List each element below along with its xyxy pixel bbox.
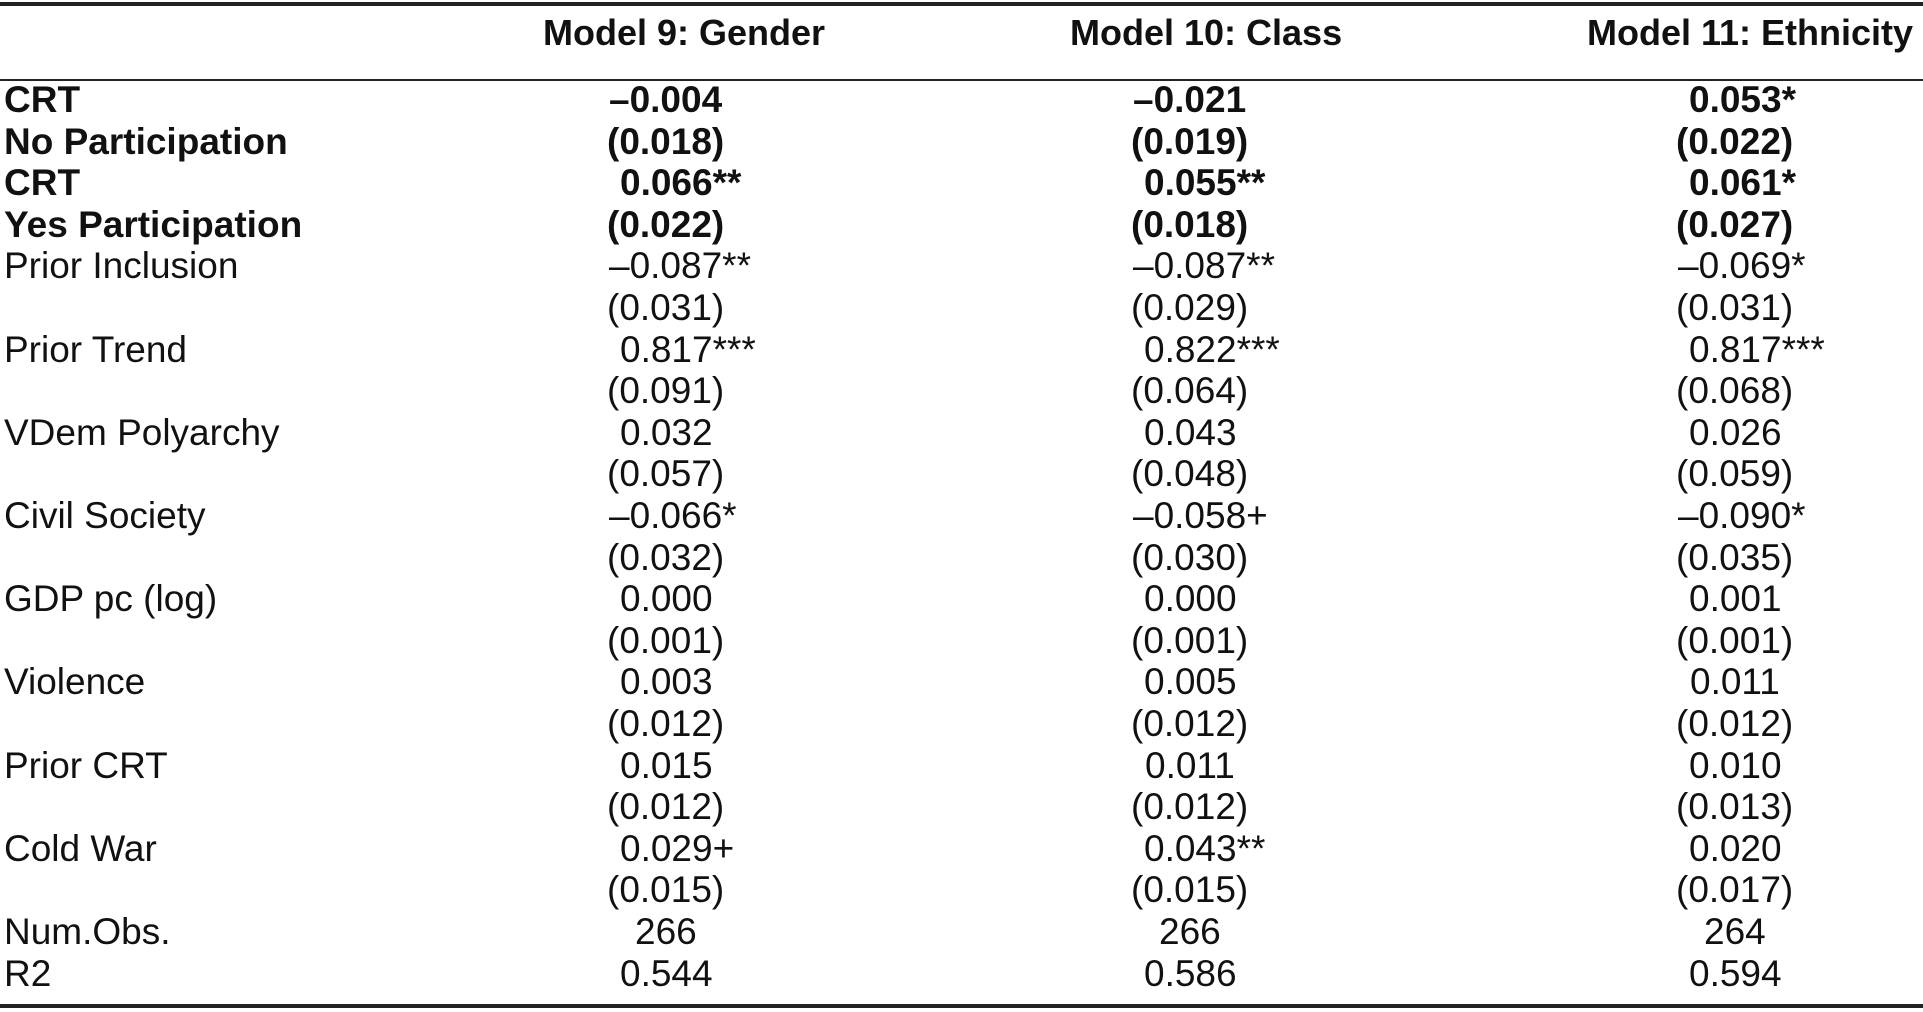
table-cell: (0.001) xyxy=(607,620,725,661)
table-cell: (0.001) xyxy=(1131,620,1249,661)
table-cell: –0.021 xyxy=(1133,79,1247,120)
table-cell: 0.817*** xyxy=(620,329,756,370)
table-cell: (0.001) xyxy=(1676,620,1794,661)
table-cell: 264 xyxy=(1704,911,1766,952)
table-cell: (0.031) xyxy=(1676,287,1794,328)
row-label: CRT xyxy=(4,162,81,203)
table-cell: (0.029) xyxy=(1131,287,1249,328)
table-cell: 266 xyxy=(1159,911,1221,952)
table-cell: (0.012) xyxy=(1131,786,1249,827)
table-cell: (0.013) xyxy=(1676,786,1794,827)
row-label: Prior Trend xyxy=(4,329,188,370)
top-rule xyxy=(0,2,1923,6)
header-model-11: Model 11: Ethnicity xyxy=(1587,12,1914,53)
table-cell: (0.012) xyxy=(1131,703,1249,744)
table-cell: 0.029+ xyxy=(620,828,735,869)
row-label: GDP pc (log) xyxy=(4,578,218,619)
row-label: Civil Society xyxy=(4,495,206,536)
table-cell: –0.087** xyxy=(1133,245,1275,286)
table-cell: (0.018) xyxy=(607,121,725,162)
table-cell: 0.544 xyxy=(620,953,713,994)
table-cell: 0.053* xyxy=(1689,79,1796,120)
table-cell: 0.000 xyxy=(620,578,713,619)
table-cell: (0.012) xyxy=(607,703,725,744)
table-cell: 0.011 xyxy=(1690,661,1780,702)
table-cell: 0.032 xyxy=(620,412,713,453)
row-label: Cold War xyxy=(4,828,157,869)
table-cell: (0.012) xyxy=(607,786,725,827)
table-cell: (0.068) xyxy=(1676,370,1794,411)
table-cell: 0.055** xyxy=(1144,162,1266,203)
table-cell: 0.822*** xyxy=(1144,329,1280,370)
table-cell: –0.066* xyxy=(609,495,737,536)
table-cell: (0.030) xyxy=(1131,537,1249,578)
table-cell: 0.020 xyxy=(1689,828,1782,869)
header-model-10: Model 10: Class xyxy=(1070,12,1343,53)
row-label: VDem Polyarchy xyxy=(4,412,280,453)
table-cell: –0.090* xyxy=(1678,495,1806,536)
table-cell: (0.019) xyxy=(1131,121,1249,162)
row-label: Yes Participation xyxy=(4,204,303,245)
table-cell: 0.043 xyxy=(1144,412,1237,453)
table-cell: 0.005 xyxy=(1144,661,1237,702)
table-cell: (0.027) xyxy=(1676,204,1794,245)
table-cell: (0.032) xyxy=(607,537,725,578)
table-cell: (0.022) xyxy=(607,204,725,245)
table-cell: (0.064) xyxy=(1131,370,1249,411)
bottom-rule xyxy=(0,1004,1923,1008)
row-label: Prior CRT xyxy=(4,745,168,786)
table-cell: –0.087** xyxy=(609,245,751,286)
table-cell: (0.091) xyxy=(607,370,725,411)
table-cell: (0.035) xyxy=(1676,537,1794,578)
table-cell: (0.015) xyxy=(1131,869,1249,910)
row-label: Prior Inclusion xyxy=(4,245,239,286)
table-cell: 0.043** xyxy=(1144,828,1266,869)
table-cell: (0.012) xyxy=(1676,703,1794,744)
table-cell: (0.048) xyxy=(1131,453,1249,494)
header-model-9: Model 9: Gender xyxy=(543,12,826,53)
table-cell: 0.015 xyxy=(620,745,713,786)
table-cell: 0.010 xyxy=(1689,745,1782,786)
row-label: CRT xyxy=(4,79,81,120)
table-cell: 0.817*** xyxy=(1689,329,1825,370)
row-label: Num.Obs. xyxy=(4,911,171,952)
table-cell: 0.000 xyxy=(1144,578,1237,619)
table-cell: 0.003 xyxy=(620,661,713,702)
table-cell: (0.059) xyxy=(1676,453,1794,494)
table-cell: 0.001 xyxy=(1689,578,1782,619)
table-cell: 266 xyxy=(635,911,697,952)
table-cell: (0.015) xyxy=(607,869,725,910)
table-cell: –0.069* xyxy=(1678,245,1806,286)
header-rule xyxy=(0,79,1923,81)
table-cell: 0.026 xyxy=(1689,412,1782,453)
table-cell: (0.031) xyxy=(607,287,725,328)
table-cell: 0.061* xyxy=(1689,162,1796,203)
table-cell: 0.011 xyxy=(1145,745,1235,786)
table-cell: 0.594 xyxy=(1689,953,1782,994)
row-label: Violence xyxy=(4,661,146,702)
table-cell: (0.018) xyxy=(1131,204,1249,245)
table-cell: (0.022) xyxy=(1676,121,1794,162)
table-cell: –0.004 xyxy=(609,79,723,120)
table-cell: 0.586 xyxy=(1144,953,1237,994)
table-cell: –0.058+ xyxy=(1133,495,1268,536)
table-cell: (0.017) xyxy=(1676,869,1794,910)
table-cell: 0.066** xyxy=(620,162,742,203)
row-label: R2 xyxy=(4,953,52,994)
table-cell: (0.057) xyxy=(607,453,725,494)
row-label: No Participation xyxy=(4,121,288,162)
